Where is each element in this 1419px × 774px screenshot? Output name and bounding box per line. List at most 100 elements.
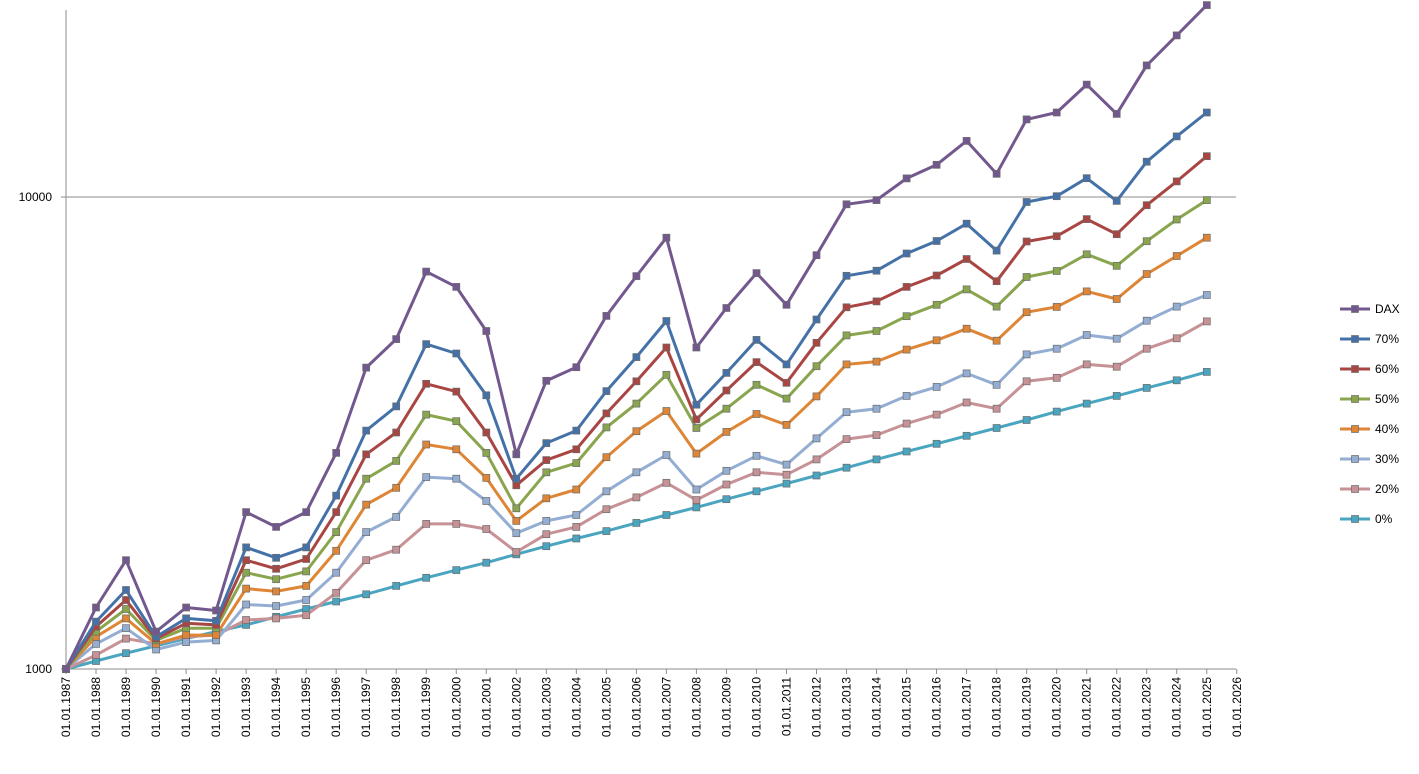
data-point xyxy=(602,423,611,432)
series-0pct xyxy=(62,368,1211,673)
data-point xyxy=(1112,334,1121,343)
legend-swatch-marker xyxy=(1351,365,1359,373)
data-point xyxy=(1052,108,1061,117)
data-point xyxy=(662,370,671,379)
data-point xyxy=(812,434,821,443)
data-point xyxy=(512,504,521,513)
series-30pct xyxy=(62,291,1211,673)
data-point xyxy=(572,511,581,519)
data-point xyxy=(542,517,551,525)
data-point xyxy=(272,587,280,596)
data-point xyxy=(722,428,731,436)
legend-swatch-marker xyxy=(1351,425,1359,433)
data-point xyxy=(122,614,130,623)
data-point xyxy=(572,426,581,435)
data-point xyxy=(422,379,431,388)
data-point xyxy=(182,614,190,623)
x-tick-label: 01.01.1999 xyxy=(419,677,433,737)
data-point xyxy=(182,638,190,646)
data-point xyxy=(1112,197,1121,205)
legend-label: 40% xyxy=(1375,422,1399,436)
data-point xyxy=(272,602,280,610)
data-point xyxy=(272,564,280,573)
data-point xyxy=(962,255,971,263)
data-point xyxy=(1082,287,1091,296)
series-60pct xyxy=(62,152,1211,673)
x-tick-label: 01.01.2003 xyxy=(539,677,553,737)
data-point xyxy=(1022,416,1031,424)
data-point xyxy=(872,404,881,413)
data-point xyxy=(422,267,431,276)
data-point xyxy=(332,568,341,577)
data-point xyxy=(932,300,941,309)
data-point xyxy=(542,376,551,385)
data-point xyxy=(362,363,371,372)
data-point xyxy=(782,378,791,387)
data-point xyxy=(1022,237,1031,246)
series-dax xyxy=(62,1,1211,673)
data-point xyxy=(1172,177,1181,186)
data-point xyxy=(272,523,280,531)
data-point xyxy=(992,336,1001,345)
data-point xyxy=(932,383,941,391)
data-point xyxy=(482,327,491,335)
data-point xyxy=(842,271,851,280)
data-point xyxy=(752,410,761,418)
series-line xyxy=(64,111,1208,670)
data-point xyxy=(512,450,521,459)
data-point xyxy=(302,508,311,516)
data-point xyxy=(812,338,821,347)
x-tick-label: 01.01.2009 xyxy=(719,677,733,737)
data-point xyxy=(1082,399,1091,408)
legend-item: DAX xyxy=(1340,302,1400,316)
data-point xyxy=(662,451,671,459)
data-point xyxy=(392,483,401,492)
data-point xyxy=(1172,334,1181,343)
legend-item: 50% xyxy=(1340,392,1399,406)
data-point xyxy=(92,651,100,659)
data-point xyxy=(692,496,701,504)
x-tick-label: 01.01.2014 xyxy=(870,677,884,737)
data-point xyxy=(992,380,1001,389)
x-tick-label: 01.01.1990 xyxy=(149,677,163,737)
data-point xyxy=(1202,1,1211,9)
series-line xyxy=(64,236,1208,671)
data-point xyxy=(632,519,641,527)
data-point xyxy=(692,343,701,352)
x-tick-label: 01.01.1998 xyxy=(389,677,403,737)
y-tick-labels: 1000 10000 xyxy=(19,190,53,676)
legend-swatch-marker xyxy=(1351,515,1359,523)
data-point xyxy=(242,584,250,593)
data-point xyxy=(932,336,941,345)
data-point xyxy=(122,605,130,613)
x-tick-label: 01.01.2024 xyxy=(1170,677,1184,737)
data-point xyxy=(962,369,971,378)
legend-label: 20% xyxy=(1375,482,1399,496)
y-tick-label: 10000 xyxy=(19,190,53,204)
data-point xyxy=(92,603,100,612)
data-point xyxy=(722,369,731,377)
legend-label: 30% xyxy=(1375,452,1399,466)
data-point xyxy=(662,407,671,415)
data-point xyxy=(542,456,551,464)
data-point xyxy=(1202,152,1211,161)
data-point xyxy=(782,300,791,309)
data-point xyxy=(962,324,971,333)
data-point xyxy=(452,283,461,291)
data-point xyxy=(932,271,941,280)
x-tick-label: 01.01.2021 xyxy=(1080,677,1094,737)
data-point xyxy=(902,249,911,258)
data-point xyxy=(632,427,641,436)
legend-item: 0% xyxy=(1340,512,1393,526)
x-tick-label: 01.01.2016 xyxy=(930,677,944,737)
data-point xyxy=(422,440,431,449)
x-tick-label: 01.01.2005 xyxy=(599,677,613,737)
data-point xyxy=(1022,198,1031,206)
x-tick-label: 01.01.2007 xyxy=(659,677,673,737)
data-point xyxy=(542,530,551,539)
x-tick-label: 01.01.1988 xyxy=(89,677,103,737)
legend-item: 70% xyxy=(1340,332,1399,346)
data-point xyxy=(1112,362,1121,371)
data-point xyxy=(482,474,491,482)
data-point xyxy=(122,649,130,658)
